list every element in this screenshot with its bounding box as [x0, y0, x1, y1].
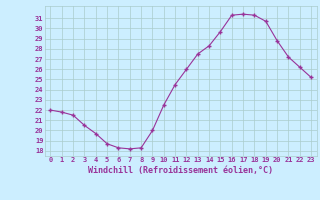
- X-axis label: Windchill (Refroidissement éolien,°C): Windchill (Refroidissement éolien,°C): [88, 166, 273, 175]
